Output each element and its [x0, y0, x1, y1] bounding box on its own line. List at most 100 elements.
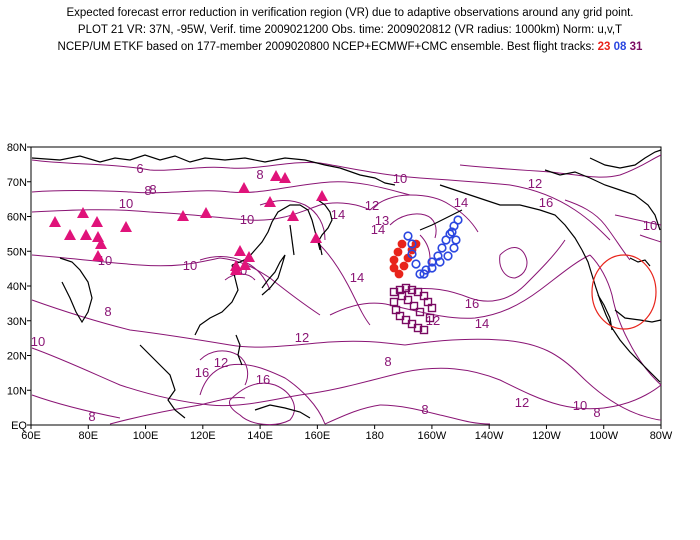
contour-line	[31, 347, 406, 407]
track-point-purple	[415, 307, 425, 317]
longitude-label: 120E	[190, 430, 216, 442]
longitude-label: 140E	[247, 430, 273, 442]
observation-triangle	[77, 207, 89, 218]
track-point-red	[393, 247, 403, 257]
observation-triangle	[64, 229, 76, 240]
observation-triangle	[264, 196, 276, 207]
contour-line	[404, 239, 566, 302]
observation-triangle	[234, 245, 246, 256]
map-frame	[30, 146, 662, 426]
contour-label: 10	[31, 334, 45, 349]
contour-label: 8	[88, 409, 95, 424]
track-point-blue	[411, 259, 421, 269]
latitude-label: 40N	[7, 281, 27, 293]
longitude-label: 80E	[78, 430, 98, 442]
observation-triangle	[279, 172, 291, 183]
contour-label: 10	[393, 171, 407, 186]
contour-label: 16	[465, 296, 479, 311]
observation-triangle	[200, 207, 212, 218]
contour-line	[564, 199, 631, 261]
header-line-3: NCEP/UM ETKF based on 177-member 2009020…	[0, 40, 700, 54]
track-point-purple	[427, 303, 437, 313]
latitude-label: 80N	[7, 142, 27, 154]
contour-label: 10	[183, 258, 197, 273]
axis-ticks	[27, 146, 662, 429]
contour-line	[229, 382, 295, 426]
observation-triangle	[230, 260, 242, 271]
track-point-blue	[443, 251, 453, 261]
latitude-label: 10N	[7, 385, 27, 397]
observation-triangle	[270, 170, 282, 181]
observation-triangle	[238, 182, 250, 193]
longitude-labels: 60E 80E 100E 120E 140E 160E 180 160W 140W 120W 100…	[21, 430, 673, 442]
longitude-label: 60E	[21, 430, 41, 442]
contour-label: 8	[593, 405, 600, 420]
observation-triangle	[310, 232, 322, 243]
latitude-label: EQ	[11, 420, 27, 432]
track-point-red	[389, 263, 399, 273]
flight-track-31	[389, 283, 437, 335]
track-label-3: 31	[629, 41, 643, 53]
contour-label: 12	[214, 355, 228, 370]
longitude-label: 180	[365, 430, 383, 442]
contour-label: 14	[371, 222, 385, 237]
latitude-label: 20N	[7, 351, 27, 363]
observation-triangles	[49, 170, 328, 275]
coastline-philippines	[235, 334, 243, 366]
contour-label: 10	[119, 196, 133, 211]
contour-line	[31, 159, 421, 179]
track-point-blue	[445, 229, 455, 239]
track-point-purple	[397, 291, 407, 301]
latitude-label: 60N	[7, 212, 27, 224]
observation-triangle	[49, 216, 61, 227]
contour-label: 12	[515, 395, 529, 410]
observation-triangle	[239, 259, 251, 270]
contour-line	[259, 200, 326, 241]
contour-label: 10	[573, 398, 587, 413]
track-point-blue	[419, 269, 429, 279]
track-point-purple	[425, 313, 435, 323]
latitude-label: 50N	[7, 246, 27, 258]
track-point-purple	[413, 323, 423, 333]
coastline-india	[59, 257, 93, 324]
track-point-blue	[437, 243, 447, 253]
flight-track-23	[389, 239, 421, 279]
coastline-gulf-of-mexico	[614, 309, 662, 323]
contour-label: 8	[421, 402, 428, 417]
contour-label: 10	[643, 218, 657, 233]
contour-label: 14	[475, 316, 489, 331]
coastline-canada-north	[544, 169, 661, 231]
observation-triangle	[177, 210, 189, 221]
contour-line	[389, 213, 437, 239]
contour-label: 6	[136, 161, 143, 176]
track-point-blue	[449, 243, 459, 253]
coastline-baja	[597, 294, 613, 331]
verification-region-circle	[591, 254, 657, 330]
track-point-red	[397, 239, 407, 249]
latitude-labels: EQ 10N 20N 30N 40N 50N 60N 70N 80N	[7, 142, 28, 432]
contour-label: 14	[454, 195, 468, 210]
contour-label: 16	[195, 365, 209, 380]
longitude-label: 80W	[650, 430, 673, 442]
track-point-purple	[395, 285, 405, 295]
contour-label: 14	[331, 207, 345, 222]
contour-line	[459, 154, 662, 178]
contour-label: 8	[104, 304, 111, 319]
contour-line	[31, 394, 121, 419]
observation-triangle	[287, 210, 299, 221]
longitude-label: 100E	[133, 430, 159, 442]
coastline-alaska	[439, 184, 583, 251]
contour-label: 16	[256, 372, 270, 387]
longitude-label: 100W	[589, 430, 618, 442]
contour-line	[31, 181, 411, 196]
track-point-blue	[433, 251, 443, 261]
contour-line	[109, 397, 246, 425]
contour-line	[404, 367, 662, 410]
track-point-blue	[403, 231, 413, 241]
contour-line	[419, 177, 611, 241]
contour-line	[199, 363, 326, 425]
track-point-purple	[389, 287, 399, 297]
track-point-purple	[419, 325, 429, 335]
observation-triangle	[91, 216, 103, 227]
track-point-purple	[389, 297, 399, 307]
